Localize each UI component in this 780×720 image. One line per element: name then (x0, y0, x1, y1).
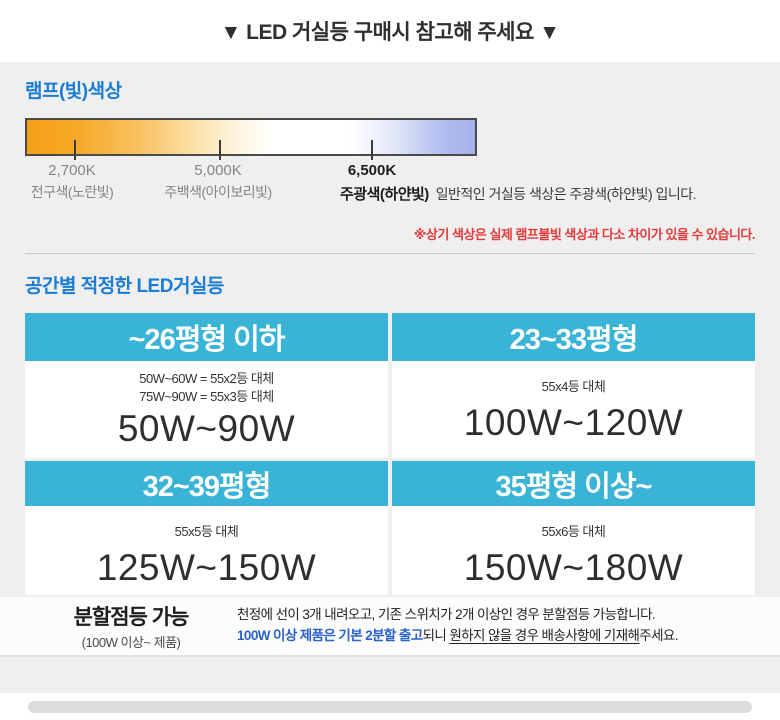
table-body-cell: 50W~60W = 55x2등 대체 75W~90W = 55x3등 대체 50… (25, 361, 388, 458)
tick-6500k (371, 140, 374, 160)
daylight-note: 일반적인 거실등 색상은 주광색(하얀빛) 입니다. (435, 186, 697, 202)
wattage-range: 50W~90W (117, 408, 296, 450)
kelvin-value: 6,500K (347, 162, 397, 179)
bottom-area (0, 693, 780, 720)
split-lighting-title: 분할점등 가능 (73, 606, 190, 629)
table-header-cell: 32~39평형 (25, 461, 388, 506)
split-lighting-line2: 100W 이상 제품은 기본 2분할 출고되니 원하지 않을 경우 배송사항에 … (237, 628, 678, 643)
split-lighting-subtitle: (100W 이상~ 제품) (81, 635, 181, 650)
tick-5000k (219, 140, 222, 160)
split-lighting-line1: 천정에 선이 3개 내려오고, 기존 스위치가 2개 이상인 경우 분할점등 가… (237, 607, 656, 623)
replacement-note: 55x4등 대체 (541, 379, 606, 394)
kelvin-value: 5,000K (194, 162, 242, 179)
kelvin-name: 전구색(노란빛) (30, 184, 114, 200)
kelvin-label-5000: 5,000K 주백색(아이보리빛) (164, 162, 272, 202)
kelvin-label-2700: 2,700K 전구색(노란빛) (31, 162, 114, 202)
split-lighting-description: 천정에 선이 3개 내려오고, 기존 스위치가 2개 이상인 경우 분할점등 가… (237, 605, 755, 647)
table-body-cell: 55x5등 대체 125W~150W (25, 506, 388, 595)
content-section: 램프(빛)색상 2,700K 전구색(노란빛) 5,000K 주백색(아이보리빛… (0, 62, 780, 693)
table-body-cell: 55x4등 대체 100W~120W (392, 361, 755, 458)
page-title: ▼ LED 거실등 구매시 참고해 주세요 ▼ (220, 21, 560, 44)
table-body-cell: 55x6등 대체 150W~180W (392, 506, 755, 595)
daylight-name: 주광색(하얀빛) (340, 186, 429, 203)
table-header-cell: 35평형 이상~ (392, 461, 755, 506)
section-divider (25, 253, 755, 254)
color-temperature-bar (25, 118, 477, 160)
wattage-range: 125W~150W (96, 547, 317, 589)
space-guide-table: ~26평형 이하 23~33평형 50W~60W = 55x2등 대체 75W~… (25, 313, 755, 595)
lamp-color-section-title: 램프(빛)색상 (25, 81, 122, 102)
title-band: ▼ LED 거실등 구매시 참고해 주세요 ▼ (0, 0, 780, 62)
kelvin-labels: 2,700K 전구색(노란빛) 5,000K 주백색(아이보리빛) 6,500K… (25, 162, 755, 208)
wattage-range: 100W~120W (463, 402, 684, 444)
split-lighting-title-block: 분할점등 가능 (100W 이상~ 제품) (25, 601, 237, 651)
daylight-note-line: 주광색(하얀빛) 일반적인 거실등 색상은 주광색(하얀빛) 입니다. (340, 183, 697, 204)
bottom-divider-bar (28, 701, 752, 713)
table-header-cell: ~26평형 이하 (25, 313, 388, 361)
tick-2700k (73, 140, 76, 160)
replacement-note: 50W~60W = 55x2등 대체 (139, 371, 274, 386)
space-guide-section-title: 공간별 적정한 LED거실등 (25, 276, 224, 297)
kelvin-value: 2,700K (48, 162, 96, 179)
replacement-note: 55x5등 대체 (174, 524, 239, 539)
kelvin-label-6500: 6,500K (348, 162, 396, 179)
split-lighting-band: 분할점등 가능 (100W 이상~ 제품) 천정에 선이 3개 내려오고, 기존… (0, 597, 780, 657)
color-disclaimer: ※상기 색상은 실제 램프불빛 색상과 다소 차이가 있을 수 있습니다. (413, 227, 756, 242)
replacement-note: 55x6등 대체 (541, 524, 606, 539)
kelvin-name: 주백색(아이보리빛) (164, 184, 272, 200)
replacement-note: 75W~90W = 55x3등 대체 (139, 389, 274, 405)
table-header-cell: 23~33평형 (392, 313, 755, 361)
color-gradient-bar (25, 118, 477, 160)
wattage-range: 150W~180W (463, 547, 684, 589)
